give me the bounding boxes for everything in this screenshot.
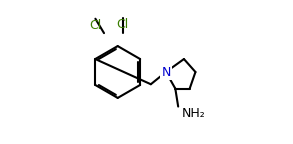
- Text: N: N: [161, 66, 171, 78]
- Text: Cl: Cl: [89, 19, 101, 32]
- Text: NH₂: NH₂: [182, 107, 205, 120]
- Text: Cl: Cl: [117, 18, 129, 31]
